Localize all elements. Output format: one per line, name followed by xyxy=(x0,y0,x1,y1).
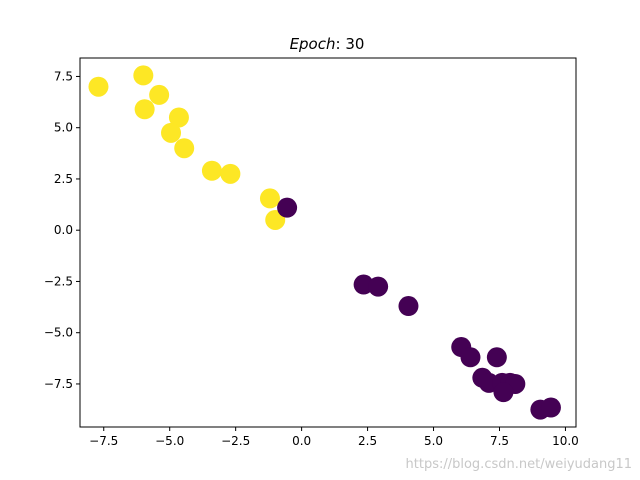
x-tick-label-5: 5.0 xyxy=(424,434,443,448)
y-tick-label-3: 0.0 xyxy=(54,223,73,237)
data-point-series1-2 xyxy=(368,276,389,297)
data-point-series0-5 xyxy=(161,122,182,143)
data-point-series0-0 xyxy=(88,76,109,97)
chart-title-value: : 30 xyxy=(336,35,365,53)
x-tick-label-1: −5.0 xyxy=(155,434,184,448)
data-point-series1-0 xyxy=(277,197,298,218)
y-tick-label-2: 2.5 xyxy=(54,172,73,186)
plot-area-frame xyxy=(79,57,577,428)
chart-title-epoch: Epoch xyxy=(290,35,336,53)
data-point-series1-12 xyxy=(493,382,514,403)
data-point-series0-8 xyxy=(220,163,241,184)
x-tick-label-3: 0.0 xyxy=(292,434,311,448)
x-tick-label-6: 7.5 xyxy=(490,434,509,448)
x-tick-label-2: −2.5 xyxy=(221,434,250,448)
data-point-series1-5 xyxy=(460,347,481,368)
data-point-series1-3 xyxy=(398,296,419,317)
chart-title: Epoch: 30 xyxy=(290,35,365,53)
x-tick-label-4: 2.5 xyxy=(358,434,377,448)
y-tick-label-5: −5.0 xyxy=(44,326,73,340)
data-point-series1-14 xyxy=(540,397,561,418)
data-point-series0-1 xyxy=(133,65,154,86)
x-tick-label-0: −7.5 xyxy=(89,434,118,448)
y-tick-label-6: −7.5 xyxy=(44,377,73,391)
data-point-series0-10 xyxy=(265,209,286,230)
x-tick-label-7: 10.0 xyxy=(552,434,579,448)
data-point-series0-3 xyxy=(134,99,155,120)
data-point-series0-4 xyxy=(168,107,189,128)
data-point-series0-2 xyxy=(149,84,170,105)
watermark-text: https://blog.csdn.net/weiyudang11 xyxy=(406,457,632,472)
data-point-series0-7 xyxy=(201,160,222,181)
axis-ticks: −7.5 −5.0 −2.5 0.0 2.5 5.0 7.5 10.0 7.5 5.0 2.5 0.0… xyxy=(44,69,579,448)
data-points xyxy=(88,65,561,420)
data-point-series0-6 xyxy=(174,138,195,159)
y-tick-label-1: 5.0 xyxy=(54,121,73,135)
data-point-series1-6 xyxy=(486,347,507,368)
y-tick-label-0: 7.5 xyxy=(54,69,73,83)
data-point-series0-9 xyxy=(259,188,280,209)
y-tick-label-4: −2.5 xyxy=(44,274,73,288)
